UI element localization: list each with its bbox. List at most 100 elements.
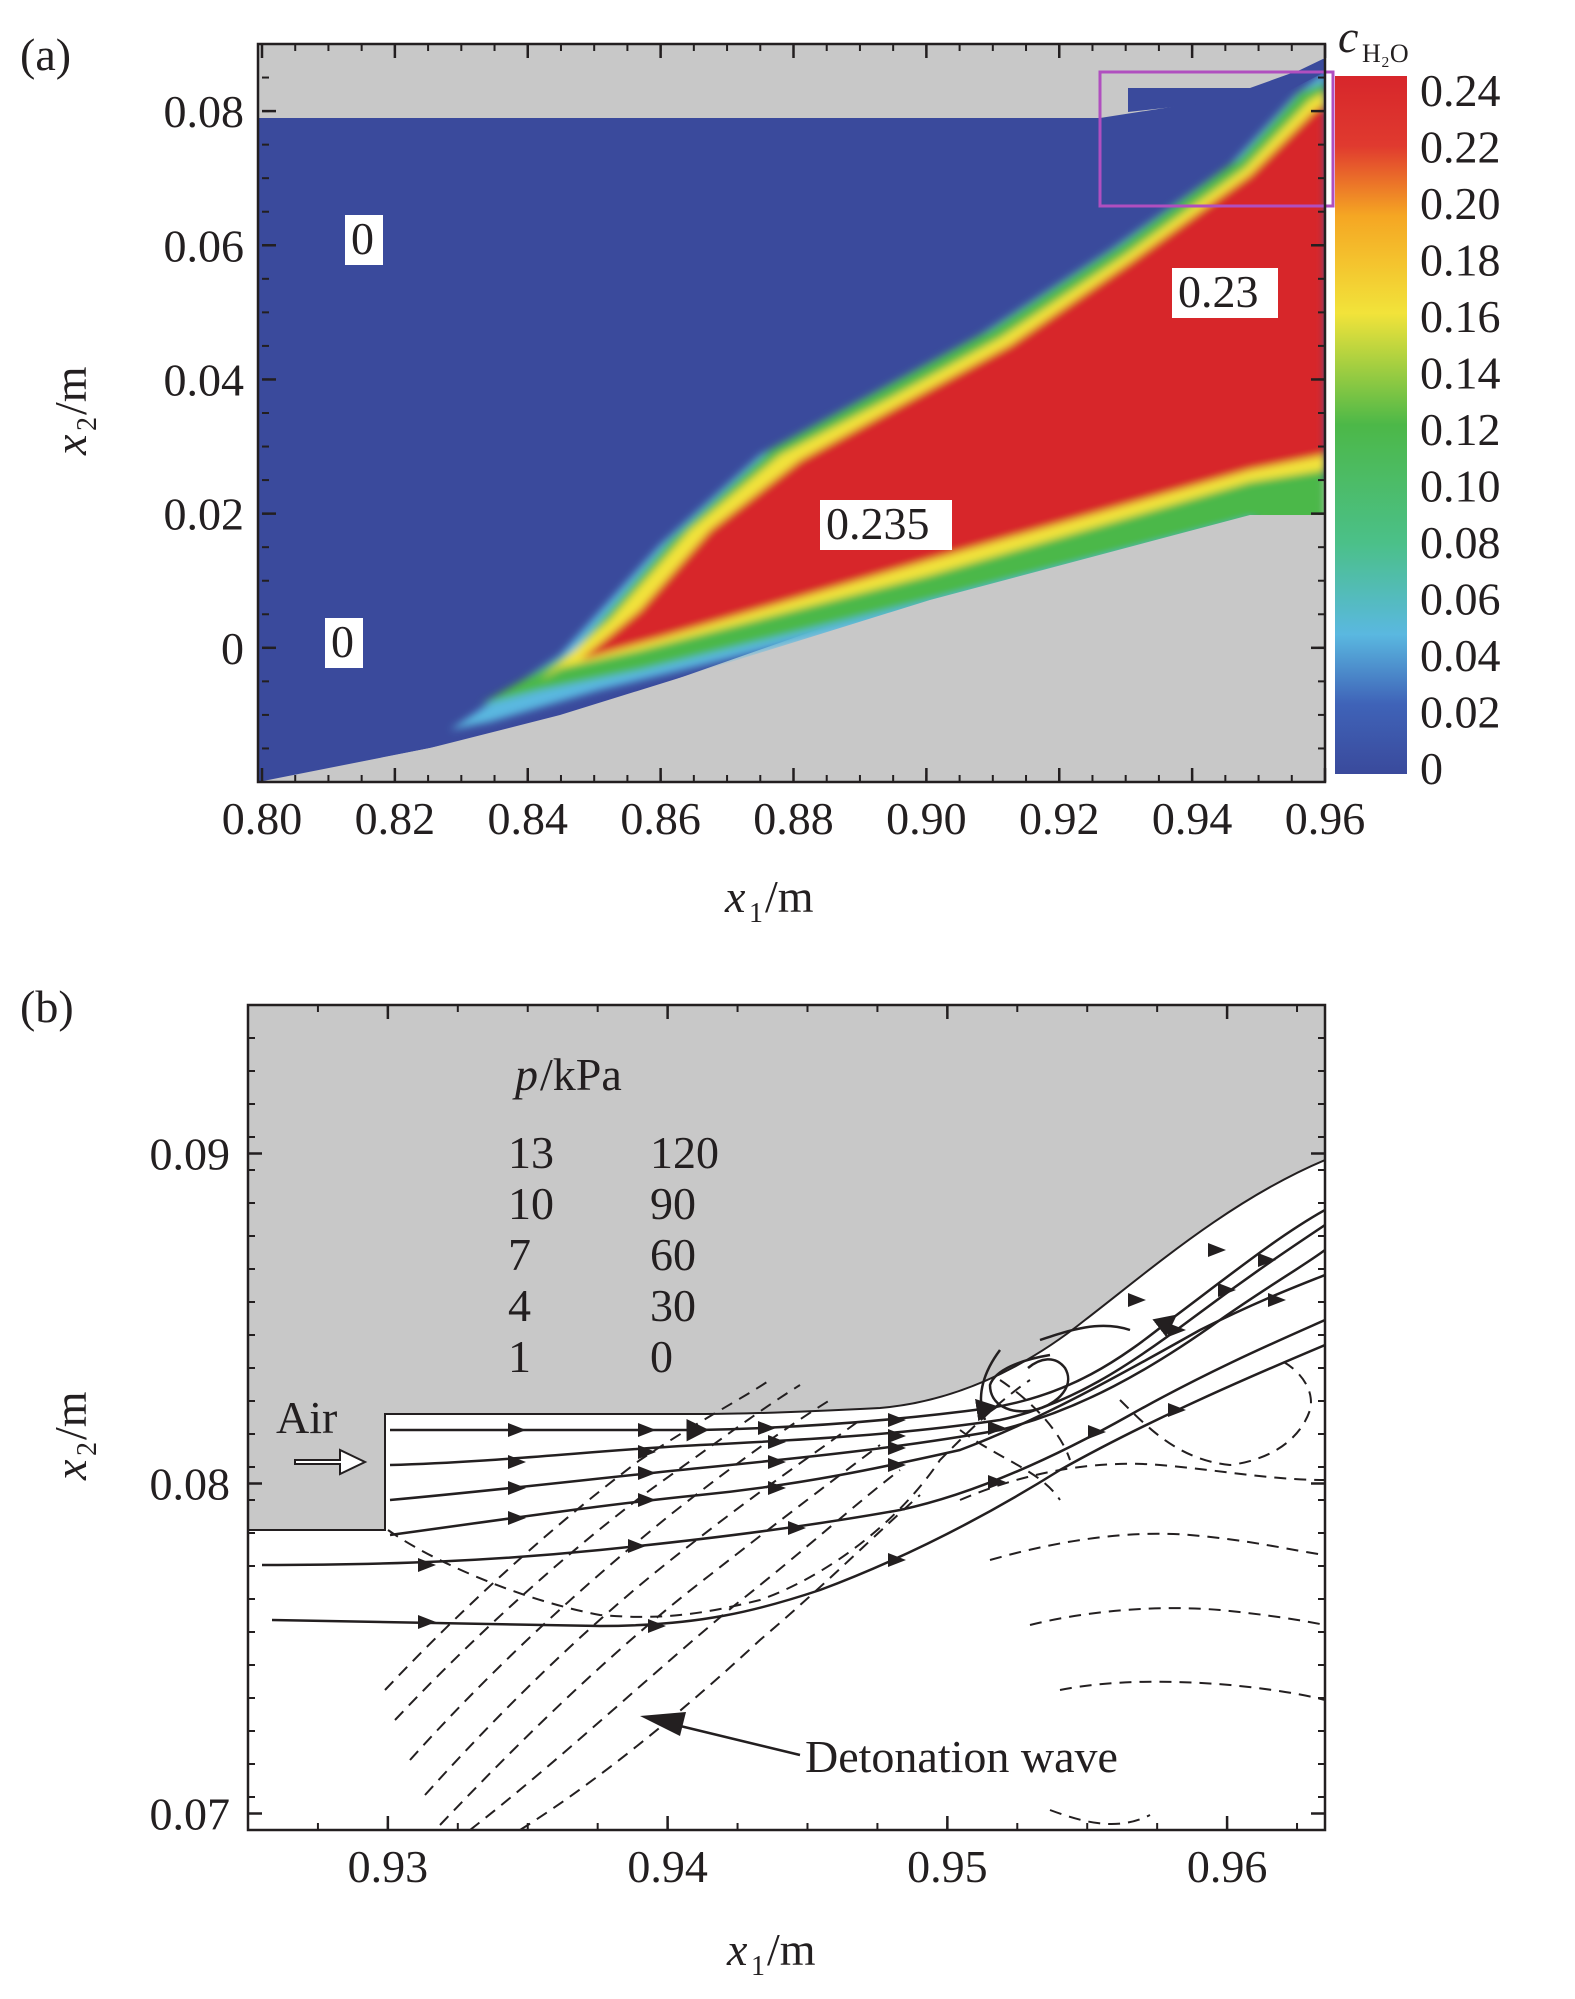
streamline-arrows <box>418 1243 1286 1633</box>
panel-b-axes: 0.93 0.94 0.95 0.96 0.09 0.08 0.07 <box>150 1004 1325 1892</box>
field-upper-wall-step <box>1105 44 1325 88</box>
panel-b-plot <box>248 1005 1325 1830</box>
pressure-legend: p /kPa 13 10 7 4 1 120 90 60 30 0 <box>508 1049 719 1382</box>
streamline-arrow-7 <box>888 1429 906 1443</box>
colorbar-tick-label-12: 0 <box>1420 743 1443 794</box>
air-label: Air <box>276 1392 337 1443</box>
field-blue-air-region <box>258 62 1325 782</box>
colorbar-tick-label-9: 0.06 <box>1420 574 1501 625</box>
colorbar-title-sub: H₂O <box>1362 39 1409 68</box>
colorbar-tick-label-5: 0.14 <box>1420 348 1501 399</box>
detonation-leader-line <box>671 1722 801 1757</box>
annotation-lower-zero: 0 <box>331 616 354 667</box>
panel-a-axes: 0.80 0.82 0.84 0.86 0.88 0.90 0.92 0.94 0.96 0.08… <box>164 43 1366 844</box>
field-product-region <box>450 72 1325 730</box>
detonation-arrow-icon <box>640 1712 686 1736</box>
panel-a-x-title-sub: 1 <box>749 898 763 929</box>
panel-a-x-tick-label-2: 0.84 <box>488 793 569 844</box>
streamline-arrow-20 <box>988 1475 1006 1489</box>
streamline-arrow-18 <box>628 1539 646 1553</box>
panel-b-x-tick-label-0: 0.93 <box>348 1841 429 1892</box>
streamline-arrow-9 <box>638 1466 656 1480</box>
panel-a-x-title-var: x <box>724 871 746 922</box>
panel-a-y-tick-label-0: 0.08 <box>164 86 245 137</box>
panel-a-x-title: x 1 /m <box>724 871 814 929</box>
panel-b-y-tick-label-2: 0.07 <box>150 1789 231 1840</box>
panel-b-x-tick-label-2: 0.95 <box>907 1841 988 1892</box>
streamline-arrow-25 <box>1168 1403 1186 1417</box>
streamline-arrow-3 <box>888 1413 906 1427</box>
streamline-arrow-6 <box>768 1435 786 1449</box>
legend-col1-1: 10 <box>508 1178 554 1229</box>
panel-a-colorbar: c H₂O 0.240.220.200.180.160.140.120.100.… <box>1335 11 1501 794</box>
panel-a-x-tick-label-4: 0.88 <box>753 793 834 844</box>
legend-col2-3: 30 <box>650 1280 696 1331</box>
streamline-arrow-2 <box>758 1421 776 1435</box>
legend-col1-4: 1 <box>508 1331 531 1382</box>
colorbar-tick-label-8: 0.08 <box>1420 517 1501 568</box>
streamline-arrow-5 <box>638 1445 656 1459</box>
panel-b-y-title: x 2 /m <box>45 1391 103 1481</box>
panel-b-y-title-var: x <box>45 1459 96 1481</box>
annotation-value-0235: 0.235 <box>826 498 930 549</box>
colorbar <box>1335 76 1407 774</box>
colorbar-tick-label-3: 0.18 <box>1420 235 1501 286</box>
colorbar-tick-label-11: 0.02 <box>1420 687 1501 738</box>
streamline-arrow-19 <box>788 1521 806 1535</box>
streamline-arrow-30 <box>1208 1243 1226 1257</box>
colorbar-tick-label-4: 0.16 <box>1420 291 1501 342</box>
streamline-arrow-12 <box>508 1511 526 1525</box>
panel-a-highlight-box <box>1098 70 1335 208</box>
panel-a-x-tick-label-1: 0.82 <box>355 793 436 844</box>
colorbar-title: c <box>1338 11 1358 62</box>
streamline-arrow-29 <box>1258 1253 1276 1267</box>
streamlines <box>261 1208 1325 1628</box>
panel-b-x-title-var: x <box>726 1924 748 1975</box>
streamline-arrow-28 <box>1218 1283 1236 1297</box>
streamline-arrow-11 <box>888 1441 906 1455</box>
panel-a-y-tick-label-4: 0 <box>221 623 244 674</box>
streamline-arrow-8 <box>508 1481 526 1495</box>
legend-col2-0: 120 <box>650 1127 719 1178</box>
legend-col2-4: 0 <box>650 1331 673 1382</box>
streamline-arrow-26 <box>1128 1293 1146 1307</box>
streamline-arrow-21 <box>1088 1425 1106 1439</box>
panel-a-x-tick-label-0: 0.80 <box>222 793 303 844</box>
panel-a-x-tick-label-8: 0.96 <box>1285 793 1366 844</box>
annotation-value-023: 0.23 <box>1178 266 1259 317</box>
streamline-arrow-24 <box>888 1553 906 1567</box>
legend-col2-1: 90 <box>650 1178 696 1229</box>
panel-a-x-tick-label-3: 0.86 <box>620 793 701 844</box>
panel-a-y-title-sub: 2 <box>72 417 103 431</box>
streamline-arrow-16 <box>988 1421 1006 1435</box>
streamline-arrow-17 <box>418 1558 436 1572</box>
colorbar-tick-label-7: 0.10 <box>1420 461 1501 512</box>
panel-b-label: (b) <box>20 981 74 1032</box>
panel-b-x-title-sub: 1 <box>751 1951 765 1982</box>
streamline-arrow-22 <box>418 1615 436 1629</box>
panel-a-x-tick-label-7: 0.94 <box>1152 793 1233 844</box>
panel-b-x-title: x 1 /m <box>726 1924 816 1982</box>
panel-a-y-title-unit: /m <box>45 366 96 415</box>
panel-b-frame <box>246 1003 1327 1832</box>
panel-a-y-tick-label-2: 0.04 <box>164 354 245 405</box>
panel-b-x-tick-label-1: 0.94 <box>627 1841 708 1892</box>
streamline-arrow-10 <box>768 1455 786 1469</box>
panel-b-y-tick-label-0: 0.09 <box>150 1129 231 1180</box>
panel-b-y-title-sub: 2 <box>72 1442 103 1456</box>
panel-a-y-title: x 2 /m <box>45 366 103 456</box>
annotation-upper-zero: 0 <box>351 213 374 264</box>
panel-a-x-tick-label-5: 0.90 <box>886 793 967 844</box>
streamline-arrow-27 <box>1168 1323 1186 1337</box>
panel-a-y-title-var: x <box>45 434 96 456</box>
panel-b: (b) <box>20 981 1327 1982</box>
streamline-arrow-23 <box>648 1619 666 1633</box>
panel-b-y-tick-label-1: 0.08 <box>150 1459 231 1510</box>
colorbar-tick-label-2: 0.20 <box>1420 178 1501 229</box>
panel-a-y-tick-label-3: 0.02 <box>164 489 245 540</box>
product-red-core <box>580 105 1325 660</box>
legend-col1-2: 7 <box>508 1229 531 1280</box>
legend-col1-3: 4 <box>508 1280 531 1331</box>
upper-wall-shape <box>248 1005 1325 1531</box>
